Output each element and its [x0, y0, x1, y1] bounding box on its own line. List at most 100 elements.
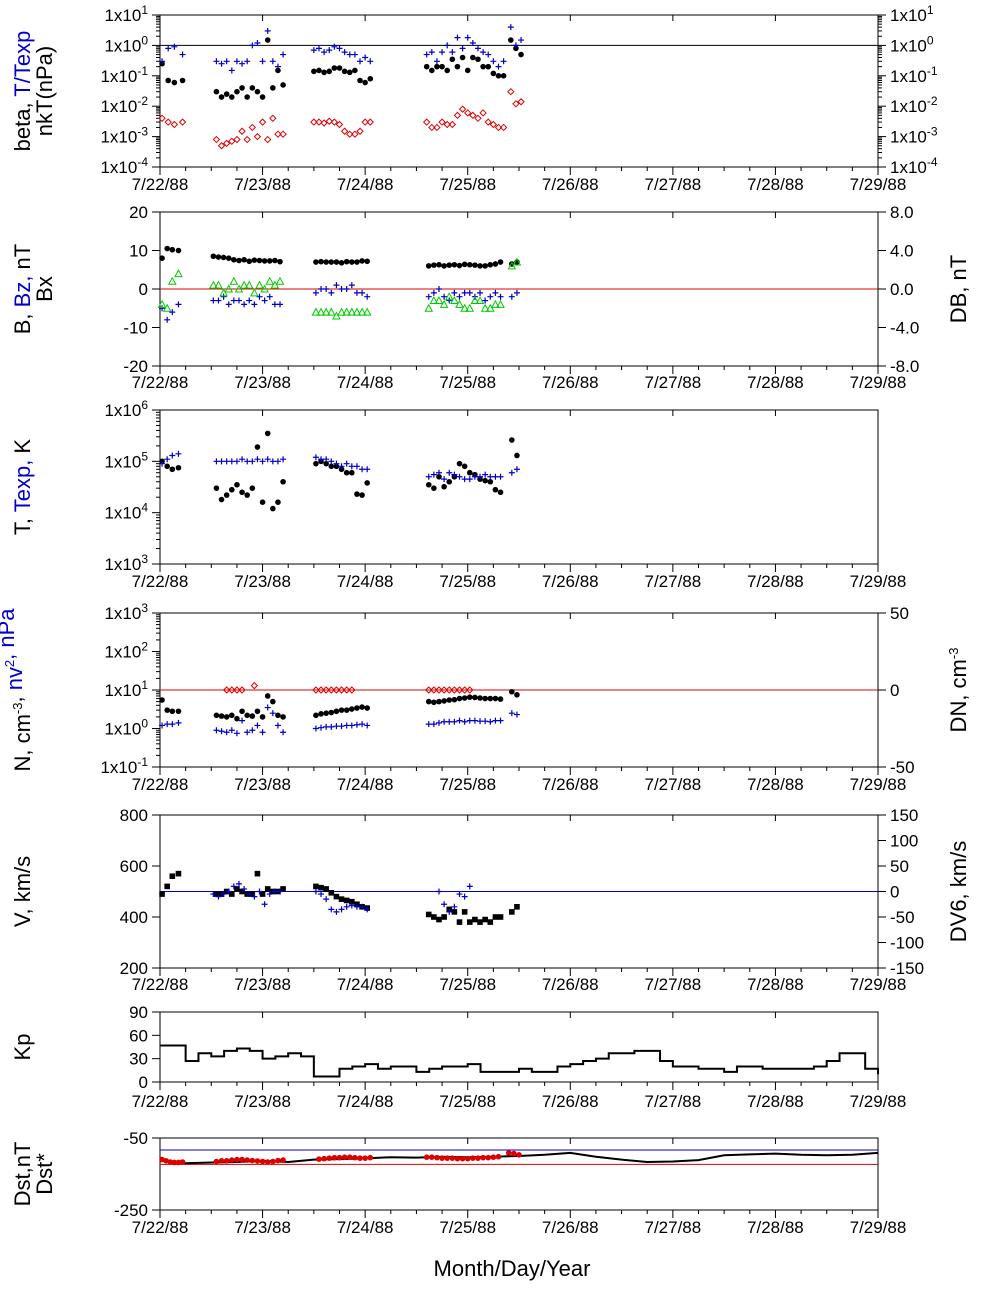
series-p4-2 — [222, 681, 474, 694]
data-point — [223, 492, 230, 498]
data-point — [343, 460, 350, 467]
data-point — [326, 47, 333, 54]
data-point — [453, 111, 462, 120]
data-point — [495, 63, 502, 70]
y-tick-label-right: 0 — [890, 681, 899, 700]
data-point — [229, 891, 235, 897]
data-point — [428, 123, 436, 132]
data-point — [328, 458, 335, 465]
data-point — [264, 456, 271, 463]
data-point — [507, 87, 515, 96]
data-point — [310, 118, 318, 126]
data-point — [265, 276, 275, 285]
data-point — [364, 705, 370, 711]
data-point — [164, 316, 171, 323]
data-point — [357, 58, 364, 65]
data-point — [274, 130, 282, 138]
x-tick-label: 7/29/88 — [850, 175, 907, 194]
data-point — [482, 718, 489, 725]
data-point — [318, 724, 325, 731]
data-point — [490, 70, 497, 77]
x-tick-label: 7/26/88 — [542, 975, 599, 994]
data-point — [317, 686, 325, 694]
data-point — [233, 458, 240, 465]
data-point — [259, 891, 266, 897]
data-point — [367, 1154, 374, 1161]
y-axis-title: V, km/s — [10, 856, 35, 927]
x-tick-label: 7/29/88 — [850, 975, 907, 994]
data-point — [244, 1157, 250, 1163]
data-point — [169, 873, 176, 879]
data-point — [429, 1154, 435, 1160]
data-point — [225, 301, 232, 308]
panel-p1: 7/22/88 7/23/88 7/24/88 7/25/88 7/26/88 7/27/… — [10, 3, 938, 194]
data-point — [327, 686, 336, 694]
data-point — [219, 288, 228, 297]
data-point — [234, 88, 240, 95]
data-point — [444, 42, 451, 49]
data-point — [275, 499, 281, 505]
data-point — [352, 307, 362, 316]
data-point — [460, 303, 469, 312]
data-point — [461, 909, 468, 915]
x-tick-label: 7/23/88 — [234, 572, 291, 591]
data-point — [436, 698, 442, 705]
data-point — [485, 1154, 492, 1161]
data-point — [169, 466, 176, 473]
x-tick-label: 7/28/88 — [747, 1092, 804, 1111]
x-tick-label: 7/26/88 — [542, 775, 599, 794]
data-point — [492, 473, 499, 480]
data-point — [213, 458, 220, 465]
y-tick-label-right: 100 — [890, 832, 918, 851]
y-tick-label-right: 150 — [890, 806, 918, 825]
data-point — [343, 897, 350, 904]
data-point — [441, 476, 448, 483]
y-tick-label: 1x10-3 — [100, 125, 148, 147]
data-point — [492, 289, 499, 296]
data-point — [239, 1156, 245, 1163]
data-point — [259, 458, 266, 465]
data-point — [516, 1152, 522, 1158]
data-point — [348, 722, 355, 729]
data-point — [425, 698, 432, 705]
series-p6-0 — [160, 1044, 879, 1078]
y-tick-label: 10 — [129, 242, 148, 261]
y-tick-label: 0 — [139, 280, 148, 299]
data-point — [487, 478, 494, 485]
data-point — [318, 884, 324, 891]
data-point — [175, 301, 182, 308]
data-point — [239, 888, 245, 895]
data-point — [364, 258, 370, 265]
data-point — [441, 293, 448, 300]
data-point — [349, 706, 355, 712]
x-tick-label: 7/22/88 — [132, 175, 189, 194]
data-point — [271, 301, 278, 308]
data-point — [165, 77, 172, 84]
data-point — [364, 293, 371, 300]
data-point — [260, 284, 269, 293]
data-point — [471, 717, 478, 724]
data-point — [164, 721, 171, 728]
data-point — [254, 708, 261, 715]
data-point — [496, 299, 505, 308]
data-point — [244, 492, 250, 498]
data-point — [179, 1159, 186, 1165]
data-point — [167, 276, 177, 285]
data-point — [338, 260, 345, 266]
data-point — [456, 919, 463, 925]
data-point — [480, 49, 487, 56]
data-point — [338, 906, 345, 913]
x-tick-label: 7/29/88 — [850, 1092, 907, 1111]
data-point — [441, 263, 447, 269]
data-point — [425, 263, 432, 269]
data-point — [323, 259, 329, 265]
data-point — [239, 708, 245, 715]
data-point — [171, 79, 178, 86]
data-point — [343, 707, 350, 713]
data-point — [223, 458, 230, 465]
data-point — [459, 45, 466, 52]
data-point — [367, 75, 374, 82]
data-point — [333, 282, 340, 289]
y-tick-label: 800 — [120, 806, 148, 825]
